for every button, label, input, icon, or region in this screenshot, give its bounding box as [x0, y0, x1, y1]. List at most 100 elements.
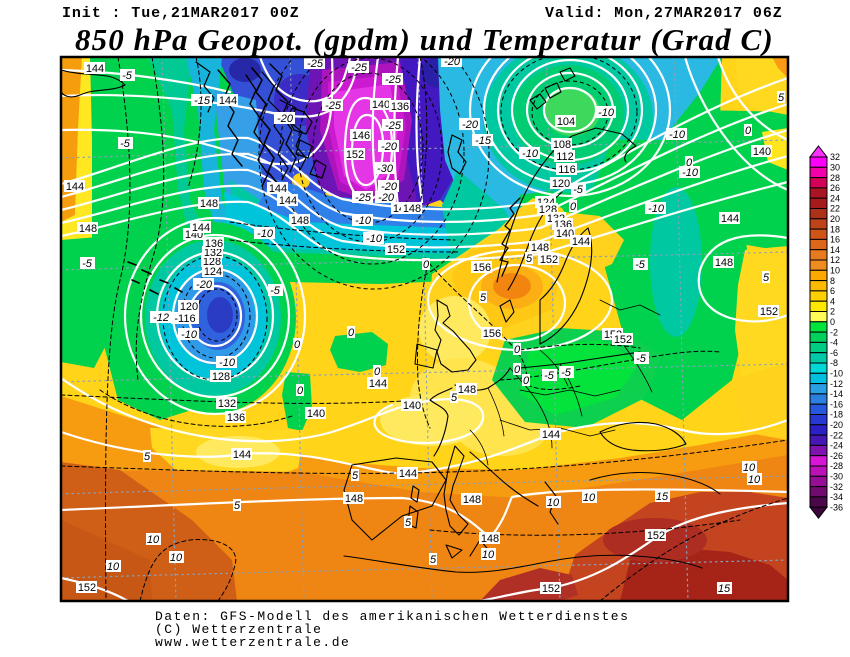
svg-text:15: 15 [656, 491, 669, 503]
svg-text:10: 10 [170, 552, 183, 564]
svg-text:-4: -4 [830, 338, 838, 348]
svg-text:-20: -20 [444, 56, 461, 68]
svg-text:152: 152 [614, 334, 632, 346]
svg-text:0: 0 [830, 317, 835, 327]
svg-text:-20: -20 [378, 192, 395, 204]
svg-text:144: 144 [542, 429, 560, 441]
svg-text:0: 0 [294, 339, 301, 351]
svg-text:156: 156 [473, 262, 491, 274]
svg-text:136: 136 [227, 412, 245, 424]
svg-text:-10: -10 [181, 329, 198, 341]
svg-text:4: 4 [830, 296, 835, 306]
svg-text:152: 152 [647, 530, 665, 542]
svg-text:-22: -22 [830, 430, 843, 440]
svg-text:152: 152 [387, 244, 405, 256]
svg-text:144: 144 [233, 449, 251, 461]
svg-text:10: 10 [147, 534, 160, 546]
svg-text:144: 144 [721, 213, 739, 225]
svg-text:-25: -25 [385, 120, 402, 132]
svg-text:156: 156 [483, 328, 501, 340]
svg-text:5: 5 [234, 500, 241, 512]
svg-text:-28: -28 [830, 461, 843, 471]
svg-text:10: 10 [107, 561, 120, 573]
svg-text:-32: -32 [830, 482, 843, 492]
svg-text:0: 0 [686, 157, 693, 169]
svg-text:8: 8 [830, 276, 835, 286]
svg-text:-20: -20 [381, 141, 398, 153]
svg-text:-10: -10 [682, 167, 699, 179]
svg-text:124: 124 [204, 266, 222, 278]
svg-text:-36: -36 [830, 502, 843, 512]
svg-text:-5: -5 [635, 259, 646, 271]
svg-text:-25: -25 [325, 100, 342, 112]
svg-text:0: 0 [297, 385, 304, 397]
svg-text:20: 20 [830, 214, 840, 224]
svg-text:-10: -10 [257, 228, 274, 240]
svg-text:10: 10 [547, 497, 560, 509]
svg-text:-12: -12 [830, 379, 843, 389]
svg-text:0: 0 [374, 366, 381, 378]
svg-text:-10: -10 [598, 107, 615, 119]
svg-text:5: 5 [352, 470, 359, 482]
svg-text:-25: -25 [385, 74, 402, 86]
svg-text:148: 148 [79, 223, 97, 235]
svg-text:148: 148 [403, 203, 421, 215]
svg-text:-25: -25 [307, 58, 324, 70]
svg-text:-26: -26 [830, 451, 843, 461]
svg-text:-5: -5 [82, 258, 93, 270]
svg-text:-6: -6 [830, 348, 838, 358]
svg-text:144: 144 [192, 222, 210, 234]
svg-text:32: 32 [830, 152, 840, 162]
svg-text:146: 146 [352, 130, 370, 142]
svg-text:-15: -15 [194, 95, 211, 107]
svg-text:5: 5 [405, 517, 412, 529]
svg-text:152: 152 [78, 582, 96, 594]
svg-text:-5: -5 [270, 285, 281, 297]
svg-text:-12: -12 [153, 312, 169, 324]
svg-text:15: 15 [718, 583, 731, 595]
svg-text:-15: -15 [475, 135, 492, 147]
svg-text:-10: -10 [522, 148, 539, 160]
svg-text:152: 152 [346, 149, 364, 161]
svg-text:152: 152 [542, 583, 560, 595]
svg-text:136: 136 [205, 238, 223, 250]
svg-text:-5: -5 [120, 138, 131, 150]
svg-text:148: 148 [715, 257, 733, 269]
svg-text:-10: -10 [219, 357, 236, 369]
svg-text:5: 5 [526, 253, 533, 265]
svg-text:140: 140 [403, 400, 421, 412]
svg-text:26: 26 [830, 183, 840, 193]
svg-text:28: 28 [830, 173, 840, 183]
svg-text:0: 0 [570, 201, 577, 213]
svg-text:0: 0 [514, 364, 521, 376]
svg-text:12: 12 [830, 255, 840, 265]
svg-text:10: 10 [482, 549, 495, 561]
svg-text:112: 112 [556, 151, 574, 163]
svg-text:0: 0 [423, 259, 430, 271]
svg-text:140: 140 [753, 146, 771, 158]
svg-text:148: 148 [345, 493, 363, 505]
svg-text:120: 120 [552, 178, 570, 190]
svg-text:108: 108 [553, 139, 571, 151]
svg-text:148: 148 [291, 215, 309, 227]
svg-text:136: 136 [391, 101, 409, 113]
svg-text:144: 144 [269, 183, 287, 195]
svg-text:5: 5 [430, 554, 437, 566]
svg-text:-5: -5 [573, 184, 584, 196]
svg-text:140: 140 [556, 228, 574, 240]
svg-text:18: 18 [830, 224, 840, 234]
svg-text:144: 144 [66, 181, 84, 193]
svg-text:140: 140 [307, 408, 325, 420]
svg-text:148: 148 [463, 494, 481, 506]
svg-text:-25: -25 [355, 192, 372, 204]
svg-text:-8: -8 [830, 358, 838, 368]
svg-text:128: 128 [203, 256, 221, 268]
svg-text:152: 152 [540, 254, 558, 266]
svg-text:5: 5 [778, 92, 785, 104]
svg-text:-20: -20 [196, 279, 213, 291]
svg-text:-116: -116 [174, 313, 195, 325]
svg-text:-10: -10 [648, 203, 665, 215]
svg-text:-5: -5 [561, 367, 572, 379]
svg-text:10: 10 [743, 462, 756, 474]
svg-text:140: 140 [372, 99, 390, 111]
